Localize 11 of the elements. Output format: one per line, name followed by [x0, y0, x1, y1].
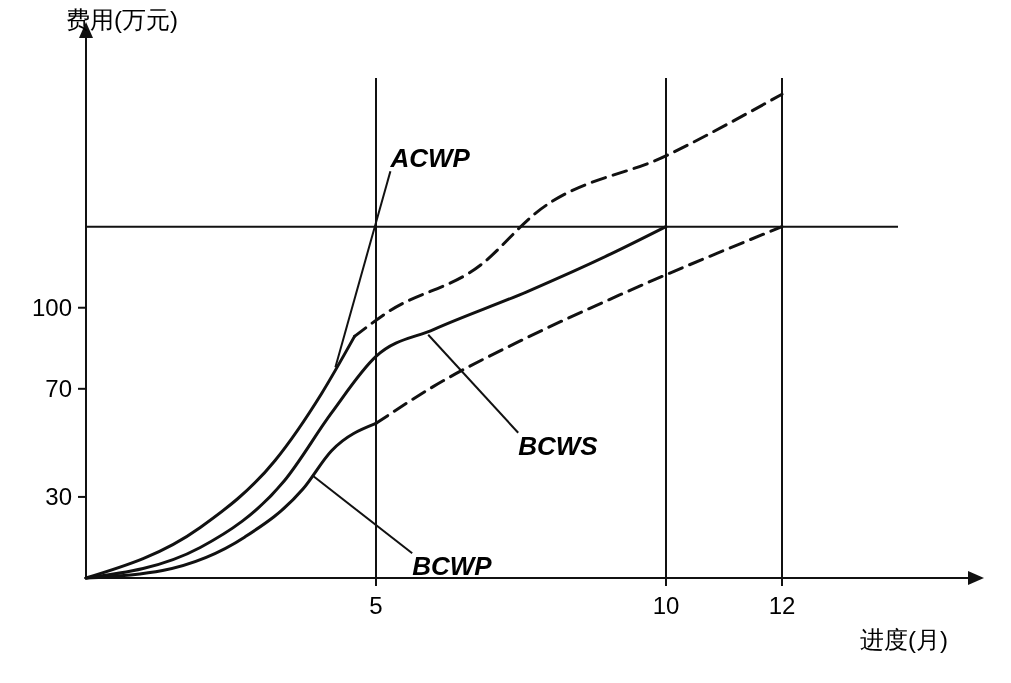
y-axis-title: 费用(万元)	[66, 6, 178, 33]
annotation: BCWP	[412, 551, 493, 582]
x-axis-title: 进度(月)	[860, 626, 948, 653]
annotation: ACWP	[389, 143, 471, 174]
y-tick-label: 100	[31, 293, 72, 321]
x-tick-label: 5	[369, 592, 383, 619]
x-tick-label: 12	[768, 592, 796, 619]
x-tick-label: 10	[652, 592, 680, 619]
y-tick-label: 30	[45, 482, 72, 510]
annotation: BCWS	[518, 430, 599, 461]
y-tick-label: 70	[45, 374, 72, 402]
